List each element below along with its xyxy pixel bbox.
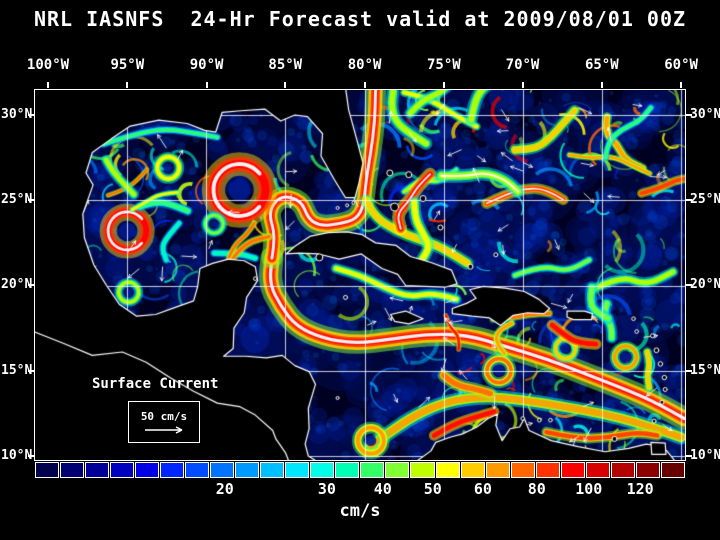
- colorbar-segment: [60, 462, 85, 478]
- lat-tick-label-right: 15°N: [690, 362, 720, 378]
- lon-tick-label: 85°W: [268, 57, 303, 73]
- lat-tick-mark: [28, 114, 34, 117]
- lon-tick-label: 70°W: [505, 57, 540, 73]
- lat-tick-label-right: 20°N: [690, 277, 720, 293]
- colorbar-segment: [610, 462, 635, 478]
- colorbar-segment: [210, 462, 235, 478]
- colorbar-segment: [160, 462, 185, 478]
- colorbar-segment: [310, 462, 335, 478]
- lat-tick-mark: [28, 198, 34, 201]
- lat-tick-label-right: 25°N: [690, 191, 720, 207]
- lon-tick-mark: [284, 82, 287, 88]
- current-scale-box: 50 cm/s: [128, 401, 200, 443]
- colorbar-segment: [485, 462, 510, 478]
- lat-tick-mark: [28, 369, 34, 372]
- scale-value-label: 50 cm/s: [140, 409, 188, 423]
- lat-tick-label-right: 30°N: [690, 107, 720, 123]
- lon-tick-label: 100°W: [26, 57, 70, 73]
- lon-tick-mark: [680, 82, 683, 88]
- lat-tick-label-left: 10°N: [1, 447, 33, 463]
- colorbar-segment: [360, 462, 385, 478]
- colorbar-tick-label: 120: [626, 480, 654, 498]
- colorbar-segment: [335, 462, 360, 478]
- scale-arrow-icon: [145, 425, 183, 434]
- lon-tick-mark: [47, 82, 49, 88]
- lon-tick-mark: [600, 82, 603, 88]
- colorbar-segment: [185, 462, 210, 478]
- colorbar-segment: [110, 462, 135, 478]
- surface-current-map: [34, 89, 686, 461]
- lat-tick-label-left: 15°N: [1, 362, 33, 378]
- lon-tick-label: 95°W: [110, 57, 145, 73]
- colorbar: [35, 462, 685, 478]
- lon-tick-label: 90°W: [189, 57, 224, 73]
- lat-tick-mark: [28, 454, 34, 457]
- lat-tick-label-left: 20°N: [1, 277, 33, 293]
- lat-tick-mark: [686, 114, 692, 117]
- colorbar-segment: [585, 462, 610, 478]
- colorbar-segment: [260, 462, 285, 478]
- colorbar-segment: [510, 462, 535, 478]
- lon-tick-label: 65°W: [584, 57, 619, 73]
- lat-tick-label-left: 30°N: [1, 107, 33, 123]
- colorbar-segment: [435, 462, 460, 478]
- colorbar-segment: [85, 462, 110, 478]
- lon-tick-label: 60°W: [664, 57, 698, 73]
- colorbar-tick-label: 50: [423, 480, 442, 498]
- colorbar-tick-label: 30: [317, 480, 336, 498]
- arrow-shaft: [145, 425, 183, 434]
- lon-tick-mark: [442, 82, 445, 88]
- colorbar-segment: [460, 462, 485, 478]
- figure-title: NRL IASNFS 24-Hr Forecast valid at 2009/…: [33, 7, 687, 31]
- colorbar-segment: [235, 462, 260, 478]
- lon-tick-mark: [521, 82, 524, 88]
- lat-tick-mark: [686, 198, 692, 201]
- colorbar-segment: [135, 462, 160, 478]
- lon-tick-label: 80°W: [347, 57, 382, 73]
- colorbar-segment: [35, 462, 60, 478]
- colorbar-tick-label: 60: [473, 480, 492, 498]
- colorbar-segment: [560, 462, 585, 478]
- colorbar-units: cm/s: [339, 501, 381, 521]
- surface-current-label: Surface Current: [92, 376, 219, 392]
- lon-tick-mark: [205, 82, 208, 88]
- colorbar-tick-label: 80: [527, 480, 546, 498]
- lat-tick-mark: [28, 284, 34, 287]
- colorbar-tick-label: 20: [215, 480, 234, 498]
- lat-tick-mark: [686, 369, 692, 372]
- lat-tick-label-left: 25°N: [1, 191, 33, 207]
- lon-tick-label: 75°W: [426, 57, 461, 73]
- lat-tick-label-right: 10°N: [690, 447, 720, 463]
- colorbar-segment: [660, 462, 685, 478]
- colorbar-segment: [635, 462, 660, 478]
- colorbar-segment: [410, 462, 435, 478]
- colorbar-tick-label: 100: [575, 480, 603, 498]
- lat-tick-mark: [686, 284, 692, 287]
- lat-tick-mark: [686, 454, 692, 457]
- colorbar-tick-label: 40: [373, 480, 392, 498]
- lon-tick-mark: [126, 82, 129, 88]
- colorbar-segment: [535, 462, 560, 478]
- colorbar-segment: [285, 462, 310, 478]
- lon-tick-mark: [363, 82, 366, 88]
- colorbar-segment: [385, 462, 410, 478]
